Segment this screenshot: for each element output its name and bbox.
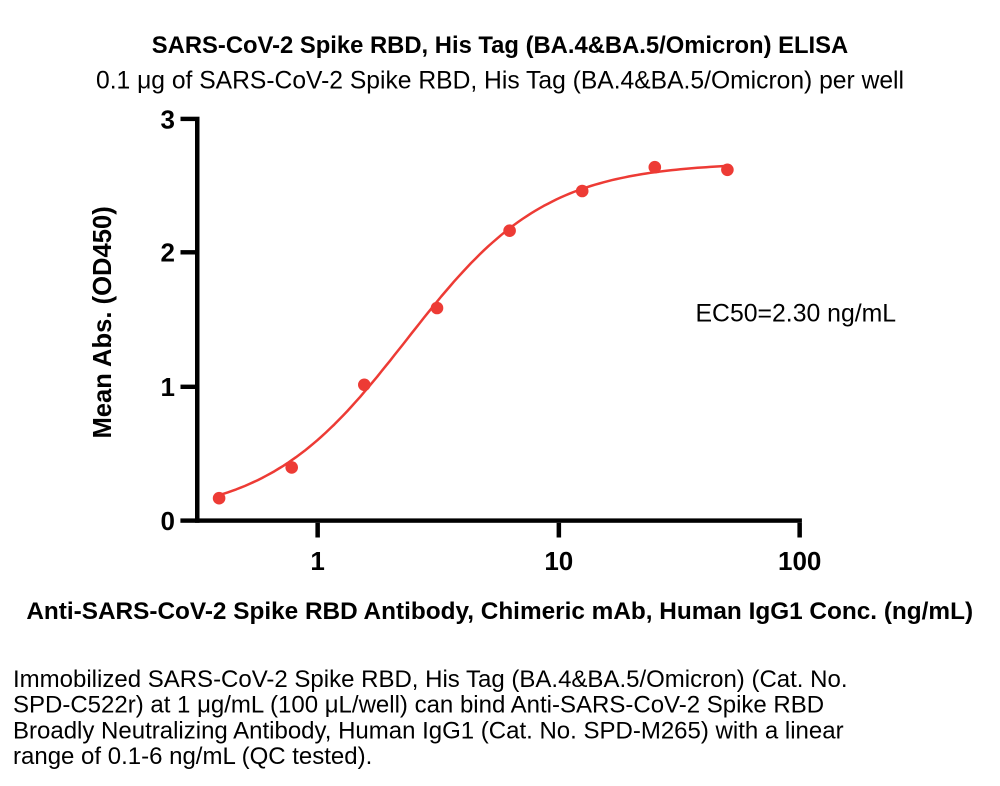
svg-text:1: 1 [161,372,175,402]
svg-text:SARS-CoV-2 Spike RBD, His Tag: SARS-CoV-2 Spike RBD, His Tag (BA.4&BA.5… [152,32,848,59]
svg-text:2: 2 [161,238,175,268]
svg-text:Mean Abs. (OD450): Mean Abs. (OD450) [89,206,117,438]
svg-text:10: 10 [544,546,573,576]
svg-text:Anti-SARS-CoV-2 Spike RBD Anti: Anti-SARS-CoV-2 Spike RBD Antibody, Chim… [26,598,973,625]
svg-text:1: 1 [310,546,324,576]
svg-text:3: 3 [161,104,175,134]
svg-text:0.1 μg of SARS-CoV-2 Spike RBD: 0.1 μg of SARS-CoV-2 Spike RBD, His Tag … [96,68,904,95]
svg-text:0: 0 [161,506,175,536]
svg-text:EC50=2.30 ng/mL: EC50=2.30 ng/mL [696,300,897,327]
svg-text:SPD-C522r) at 1 μg/mL (100 μL/: SPD-C522r) at 1 μg/mL (100 μL/well) can … [13,692,824,719]
svg-text:range of 0.1-6 ng/mL (QC teste: range of 0.1-6 ng/mL (QC tested). [13,743,372,770]
svg-text:Immobilized SARS-CoV-2 Spike R: Immobilized SARS-CoV-2 Spike RBD, His Ta… [13,666,848,693]
svg-text:100: 100 [778,546,821,576]
svg-text:Broadly Neutralizing Antibody,: Broadly Neutralizing Antibody, Human IgG… [13,717,844,744]
